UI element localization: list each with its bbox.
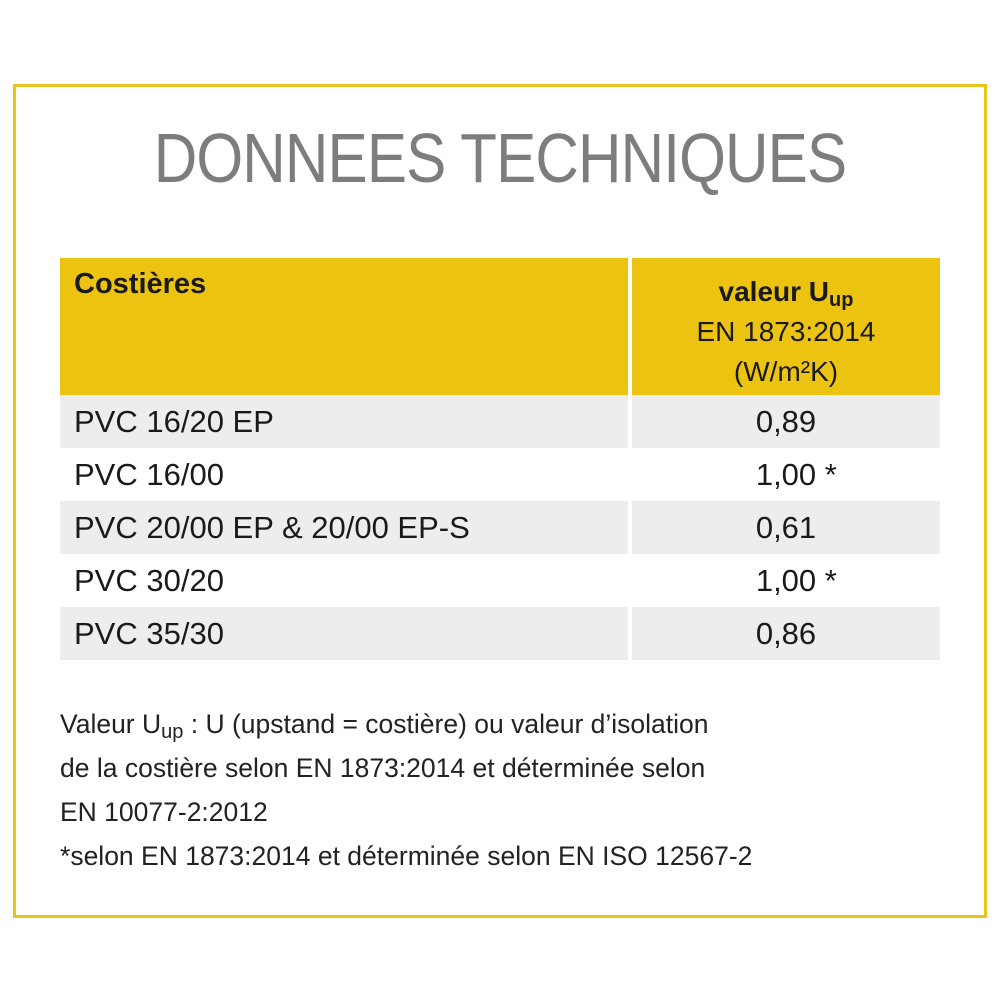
row-value: 0,89 bbox=[632, 395, 940, 448]
note-line-4: *selon EN 1873:2014 et déterminée selon … bbox=[60, 841, 753, 871]
row-value: 1,00 * bbox=[755, 562, 837, 598]
table-row: PVC 16/00 1,00 * bbox=[60, 448, 940, 501]
document-frame bbox=[13, 84, 987, 918]
row-value: 1,00 * bbox=[755, 456, 837, 492]
note-line-1: Valeur Uup : U (upstand = costière) ou v… bbox=[60, 702, 752, 746]
table-header: Costières valeur Uup EN 1873:2014 (W/m²K… bbox=[60, 258, 940, 395]
header-value-standard: EN 1873:2014 bbox=[696, 316, 876, 347]
table-row: PVC 16/20 EP 0,89 bbox=[60, 395, 940, 448]
row-name: PVC 35/30 bbox=[60, 607, 628, 660]
page-title: DONNEES TECHNIQUES bbox=[153, 119, 847, 197]
value-text: 0,61 bbox=[755, 509, 817, 545]
value-text: 0,89 bbox=[755, 403, 817, 439]
header-value: valeur Uup EN 1873:2014 (W/m²K) bbox=[632, 258, 940, 395]
value-text: 1,00 bbox=[755, 562, 817, 598]
value-text: 1,00 bbox=[755, 456, 817, 492]
row-name: PVC 30/20 bbox=[74, 562, 224, 598]
footnotes: Valeur Uup : U (upstand = costière) ou v… bbox=[60, 702, 752, 878]
table-row: PVC 20/00 EP & 20/00 EP-S 0,61 bbox=[60, 501, 940, 554]
value-text: 0,86 bbox=[755, 615, 817, 651]
header-costieres: Costières bbox=[60, 258, 628, 395]
row-name: PVC 16/20 EP bbox=[60, 395, 628, 448]
note-prefix: Valeur U bbox=[60, 709, 162, 739]
header-value-text: valeur U bbox=[718, 276, 830, 307]
note-sub: up bbox=[161, 721, 184, 743]
table-row: PVC 35/30 0,86 bbox=[60, 607, 940, 660]
header-value-sub: up bbox=[829, 289, 854, 311]
header-value-label: valeur Uup bbox=[632, 272, 940, 312]
table-row: PVC 30/20 1,00 * bbox=[60, 554, 940, 607]
row-value: 0,61 bbox=[632, 501, 940, 554]
row-value: 0,86 bbox=[632, 607, 940, 660]
technical-data-table: Costières valeur Uup EN 1873:2014 (W/m²K… bbox=[60, 258, 940, 660]
header-value-unit: (W/m²K) bbox=[733, 356, 839, 387]
note-line-3: EN 10077-2:2012 bbox=[60, 797, 268, 827]
row-name: PVC 16/00 bbox=[74, 456, 224, 492]
note-line-2: de la costière selon EN 1873:2014 et dét… bbox=[60, 753, 706, 783]
note-rest: : U (upstand = costière) ou valeur d’iso… bbox=[183, 709, 709, 739]
row-name: PVC 20/00 EP & 20/00 EP-S bbox=[60, 501, 628, 554]
